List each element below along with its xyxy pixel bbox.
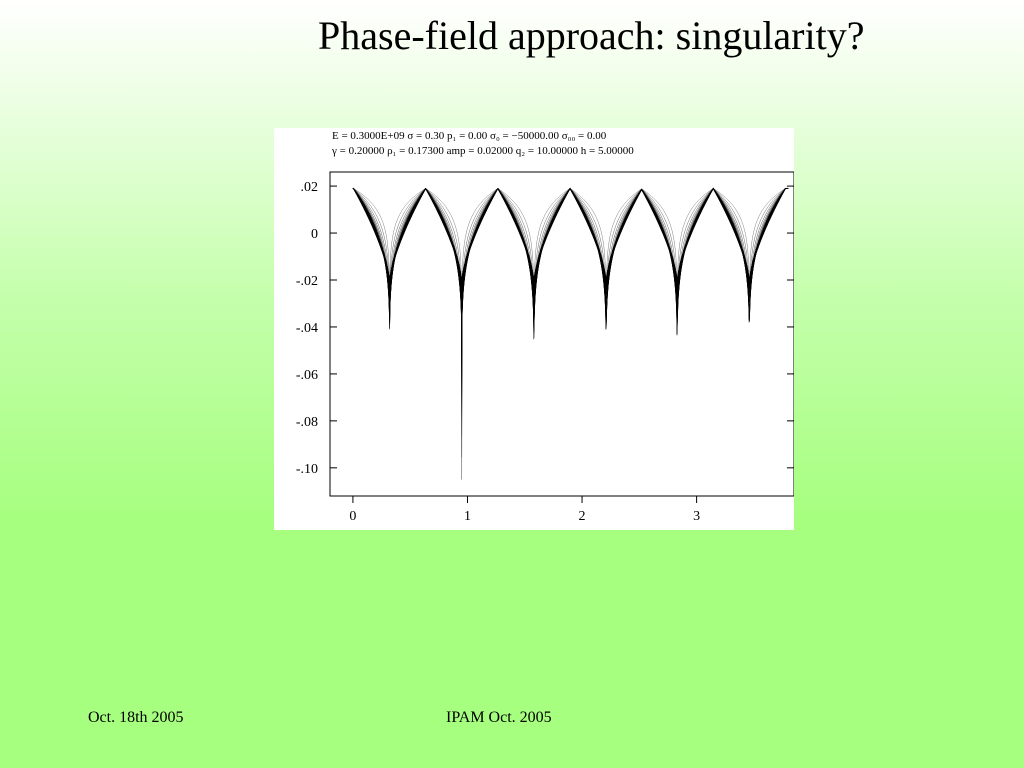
y-axis: .02 0 -.02 -.04 -.06 -.08 -.10: [296, 180, 794, 477]
series-line-17: [352, 188, 789, 418]
x-tick-label: 0: [349, 509, 356, 524]
series-line-12: [352, 188, 789, 342]
series-line-20: [352, 188, 789, 480]
x-tick-label: 1: [464, 509, 471, 524]
y-tick-label: -.04: [296, 321, 318, 336]
x-axis: 0 1 2 3: [349, 496, 700, 524]
y-tick-label: -.02: [296, 274, 318, 289]
footer-date: Oct. 18th 2005: [88, 709, 184, 726]
series-line-14: [352, 188, 789, 368]
series-line-19: [352, 188, 789, 458]
x-tick-label: 3: [693, 509, 700, 524]
y-tick-label: -.06: [296, 368, 318, 383]
curve-family: [352, 187, 789, 480]
plot-canvas: E = 0.3000E+09 σ = 0.30 p₁ = 0.00 σ₀ = −…: [296, 130, 794, 524]
phase-field-plot: E = 0.3000E+09 σ = 0.30 p₁ = 0.00 σ₀ = −…: [274, 128, 794, 530]
y-tick-label: 0: [311, 227, 318, 242]
series-line-13: [352, 188, 789, 355]
footer-event: IPAM Oct. 2005: [446, 709, 552, 726]
series-line-15: [352, 188, 789, 384]
x-tick-label: 2: [579, 509, 586, 524]
series-line-18: [352, 188, 789, 437]
series-line-16: [352, 188, 789, 400]
plot-frame: [329, 171, 794, 497]
parameters-line-2: γ = 0.20000 ρ₁ = 0.17300 amp = 0.02000 q…: [331, 145, 634, 157]
series-line-10: [352, 188, 789, 321]
parameters-line-1: E = 0.3000E+09 σ = 0.30 p₁ = 0.00 σ₀ = −…: [332, 130, 607, 142]
y-tick-label: -.10: [296, 462, 318, 477]
y-tick-label: -.08: [296, 415, 318, 430]
y-tick-label: .02: [301, 180, 319, 195]
series-line-11: [352, 188, 789, 331]
slide-title: Phase-field approach: singularity?: [318, 13, 865, 58]
